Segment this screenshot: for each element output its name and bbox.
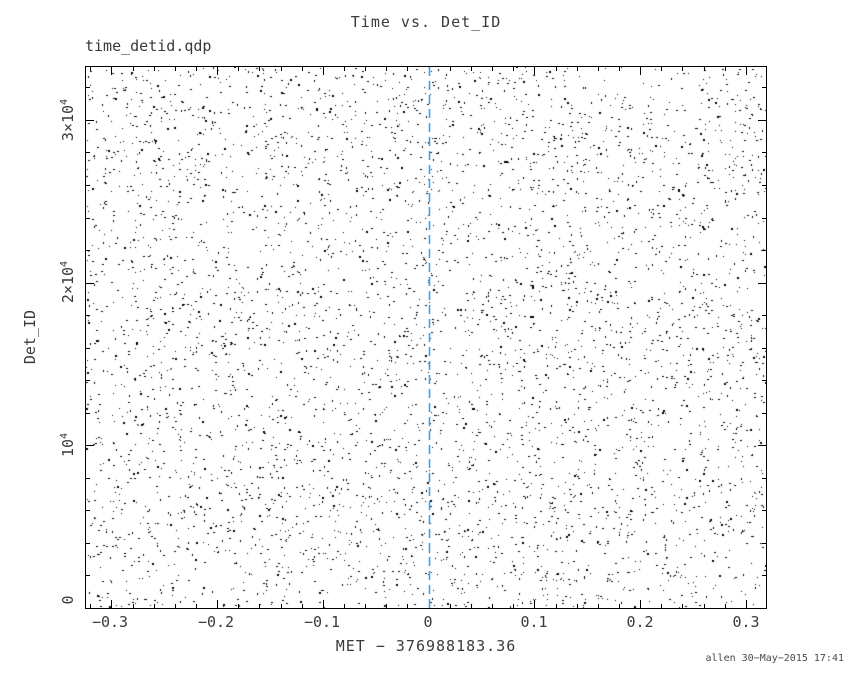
y-tick-label: 3×104 <box>59 99 77 141</box>
y-tick-base: 10 <box>59 438 77 458</box>
y-tick-base: 3×10 <box>59 104 77 142</box>
y-tick-base: 2×10 <box>59 266 77 304</box>
y-tick-exponent: 4 <box>59 98 70 105</box>
y-tick-label: 0 <box>59 595 77 604</box>
axes-ticks-overlay <box>86 67 766 608</box>
y-tick-label: 2×104 <box>59 261 77 303</box>
x-tick-label: −0.1 <box>303 613 341 631</box>
x-tick-label: 0.1 <box>520 613 548 631</box>
x-tick-label: 0.2 <box>626 613 654 631</box>
y-tick-base: 0 <box>59 595 77 605</box>
credit-stamp: allen 30−May−2015 17:41 <box>705 653 844 664</box>
y-axis-title: Det_ID <box>21 309 39 365</box>
y-tick-exponent: 4 <box>59 260 70 267</box>
file-name-label: time_detid.qdp <box>85 37 212 55</box>
y-tick-label: 104 <box>59 433 77 457</box>
x-axis-title: MET − 376988183.36 <box>335 637 517 655</box>
x-tick-label: −0.2 <box>197 613 235 631</box>
x-tick-label: 0 <box>423 613 433 631</box>
y-tick-exponent: 4 <box>59 432 70 439</box>
x-tick-label: 0.3 <box>732 613 760 631</box>
plot-frame <box>85 66 767 609</box>
plot-title: Time vs. Det_ID <box>350 13 502 31</box>
x-tick-label: −0.3 <box>91 613 129 631</box>
scatter-points-canvas <box>86 67 766 608</box>
